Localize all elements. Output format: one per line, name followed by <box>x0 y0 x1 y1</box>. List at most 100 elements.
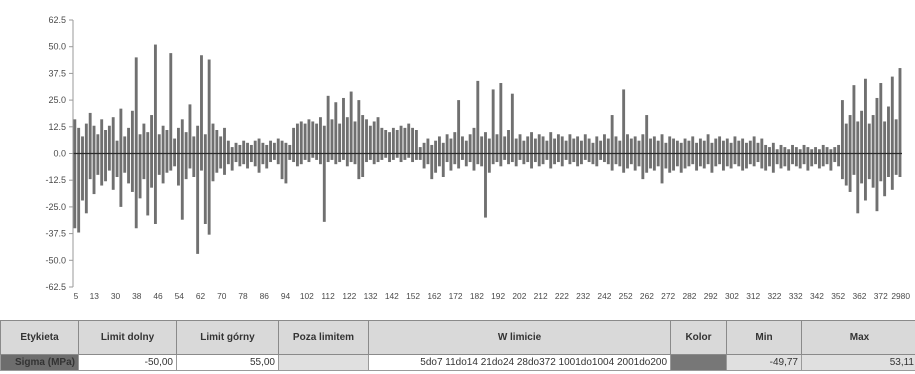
x-tick-label: 342 <box>810 291 824 300</box>
bar-min <box>153 153 157 224</box>
bar-max <box>556 134 560 154</box>
bar-min <box>384 153 388 158</box>
max-cell[interactable]: 53,11 <box>801 354 915 371</box>
bar-min <box>184 153 188 180</box>
x-tick-label: 112 <box>321 291 335 300</box>
bar-max <box>161 125 165 154</box>
bar-max <box>756 142 760 154</box>
row-label-cell[interactable]: Sigma (MPa) <box>0 354 79 371</box>
bar-max <box>510 93 514 154</box>
min-cell[interactable]: -49,77 <box>726 354 802 371</box>
bar-min <box>165 153 169 173</box>
bar-min <box>537 153 541 167</box>
header-w-limicie[interactable]: W limicie <box>368 320 671 355</box>
bar-max <box>104 130 107 154</box>
bar-min <box>495 153 499 163</box>
header-poza-limitem[interactable]: Poza limitem <box>278 320 369 355</box>
limit-gorny-cell[interactable]: 55,00 <box>176 354 279 371</box>
bar-min <box>311 153 315 158</box>
x-tick-label: 212 <box>534 291 548 300</box>
bar-min <box>668 153 672 173</box>
bar-max <box>203 134 207 154</box>
bar-min <box>518 153 522 160</box>
bar-min <box>107 153 111 171</box>
w-limicie-cell[interactable]: 5do7 11do14 21do24 28do372 1001do1004 20… <box>368 354 671 371</box>
bar-min <box>330 153 334 160</box>
bar-min <box>307 153 311 163</box>
x-tick-label: 86 <box>260 291 270 300</box>
bar-min <box>123 153 127 173</box>
bar-max <box>833 147 837 154</box>
bar-min <box>146 153 150 216</box>
bar-max <box>626 134 629 154</box>
header-etykieta[interactable]: Etykieta <box>0 320 79 355</box>
bar-max <box>679 142 683 154</box>
poza-limitem-cell[interactable] <box>278 354 369 371</box>
bar-min <box>576 153 580 167</box>
bar-min <box>280 153 284 180</box>
bar-min <box>391 153 395 160</box>
bar-max <box>518 134 522 154</box>
bar-min <box>200 153 203 171</box>
kolor-swatch-cell[interactable] <box>670 354 727 371</box>
bar-max <box>599 140 603 154</box>
bar-min <box>134 153 138 229</box>
bar-min <box>476 153 480 165</box>
bar-max <box>549 132 553 154</box>
bar-min <box>499 153 503 167</box>
x-tick-label: 132 <box>364 291 378 300</box>
y-tick-label: -12.5 <box>45 175 66 185</box>
x-tick-label: 242 <box>597 291 611 300</box>
bar-max <box>798 149 802 154</box>
bar-max <box>445 134 449 154</box>
bar-min <box>603 153 606 163</box>
bar-min <box>618 153 622 167</box>
header-kolor[interactable]: Kolor <box>670 320 727 355</box>
bar-max <box>791 144 794 154</box>
bar-min <box>806 153 810 171</box>
x-tick-label: 94 <box>281 291 291 300</box>
bar-min <box>568 153 572 165</box>
bar-max <box>192 136 196 154</box>
x-tick-label: 78 <box>238 291 248 300</box>
x-tick-label: 102 <box>300 291 314 300</box>
table-row[interactable]: Sigma (MPa) -50,00 55,00 5do7 11do14 21d… <box>0 354 915 371</box>
bar-min <box>714 153 718 167</box>
bar-min <box>526 153 530 163</box>
bar-min <box>303 153 307 160</box>
bar-min <box>211 153 215 182</box>
x-tick-label: 252 <box>619 291 633 300</box>
x-tick-label: 372 <box>874 291 888 300</box>
bar-max <box>472 127 476 154</box>
bar-min <box>821 153 825 167</box>
header-limit-gorny[interactable]: Limit górny <box>176 320 279 355</box>
header-min[interactable]: Min <box>726 320 802 355</box>
bar-max <box>215 130 219 154</box>
limit-dolny-cell[interactable]: -50,00 <box>78 354 177 371</box>
bar-max <box>430 144 434 154</box>
bar-max <box>871 115 875 154</box>
bar-min <box>833 153 837 163</box>
bar-max <box>783 147 787 154</box>
bar-min <box>856 153 860 214</box>
bar-max <box>100 119 104 154</box>
header-max[interactable]: Max <box>801 320 915 355</box>
bar-max <box>760 138 764 154</box>
bar-max <box>741 138 745 154</box>
bar-max <box>292 127 296 154</box>
bar-min <box>522 153 526 165</box>
bar-min <box>445 153 449 163</box>
bar-max <box>683 138 687 154</box>
bar-max <box>280 140 284 154</box>
bar-max <box>391 127 395 154</box>
bar-min <box>111 153 115 190</box>
bar-min <box>437 153 441 167</box>
bar-min <box>150 153 154 188</box>
header-limit-dolny[interactable]: Limit dolny <box>78 320 177 355</box>
bar-min <box>96 153 100 175</box>
bar-min <box>161 153 165 184</box>
bar-max <box>748 140 752 154</box>
bar-min <box>238 153 242 167</box>
bar-max <box>134 57 138 154</box>
bar-min <box>215 153 219 173</box>
